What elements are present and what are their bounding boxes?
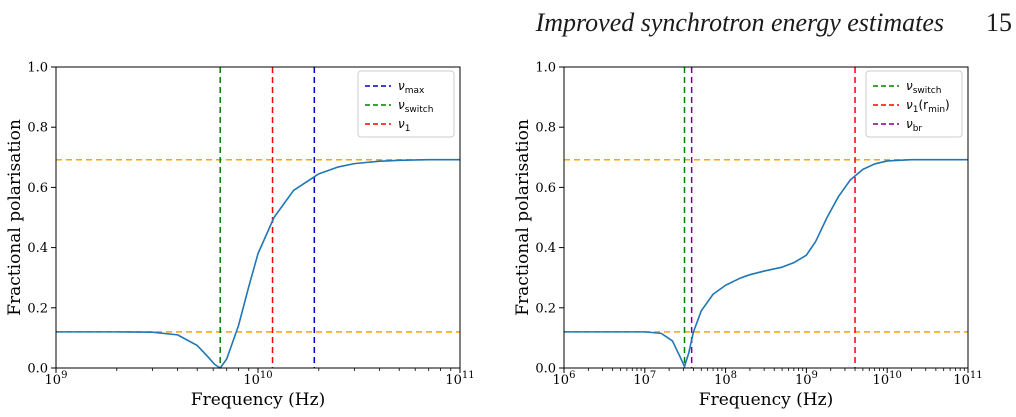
page-number: 15: [986, 8, 1012, 37]
figure-right-plot: 0.0 0.2 0.4 0.6 0.8 1.0 106 107 108 109 1010 1011 Fr…: [513, 61, 983, 411]
plot-frame: [563, 66, 969, 369]
y-tick-label: 0.6: [535, 181, 556, 196]
legend-box: [357, 70, 455, 138]
y-axis-label: Fractional polarisation: [5, 119, 25, 316]
x-tick-label: 109: [795, 370, 818, 388]
polarisation-curve: [564, 158, 968, 368]
page-header: Improved synchrotron energy estimates 15: [0, 6, 1016, 40]
legend: νmax νswitch ν1: [357, 70, 455, 138]
x-tick-label: 1010: [243, 370, 272, 388]
figure-left-plot: 0.0 0.2 0.4 0.6 0.8 1.0 109 1010 1011 Frequency (…: [5, 61, 475, 411]
legend-label-1: ν1: [398, 117, 410, 134]
y-tick-label: 1.0: [535, 61, 556, 76]
legend-label-br: νbr: [906, 117, 922, 134]
legend-label-max: νmax: [398, 79, 425, 96]
x-tick-label: 107: [633, 370, 656, 388]
legend-label-switch: νswitch: [398, 98, 433, 115]
y-tick-label: 0.8: [535, 121, 556, 136]
legend: νswitch ν1(rmin) νbr: [865, 70, 963, 138]
polarisation-curve: [56, 158, 460, 369]
x-axis-label: Frequency (Hz): [699, 390, 833, 410]
y-tick-label: 0.0: [27, 362, 48, 377]
y-tick-label: 0.0: [535, 362, 556, 377]
x-tick-label: 108: [714, 370, 737, 388]
y-tick-label: 0.2: [535, 301, 556, 316]
running-title: Improved synchrotron energy estimates: [535, 8, 944, 37]
y-tick-label: 1.0: [27, 61, 48, 76]
y-tick-label: 0.6: [27, 181, 48, 196]
y-tick-label: 0.4: [27, 241, 48, 256]
y-tick-label: 0.2: [27, 301, 48, 316]
x-axis-label: Frequency (Hz): [191, 390, 325, 410]
x-tick-label: 1010: [873, 370, 902, 388]
legend-box: [865, 70, 963, 138]
x-tick-label: 106: [553, 370, 576, 388]
y-tick-label: 0.4: [535, 241, 556, 256]
x-tick-label: 109: [45, 370, 68, 388]
x-tick-label: 1011: [445, 370, 474, 388]
legend-label-switch: νswitch: [906, 79, 941, 96]
y-axis-label: Fractional polarisation: [513, 119, 533, 316]
x-tick-label: 1011: [953, 370, 982, 388]
legend-label-1: ν1(rmin): [906, 98, 950, 115]
y-tick-label: 0.8: [27, 121, 48, 136]
